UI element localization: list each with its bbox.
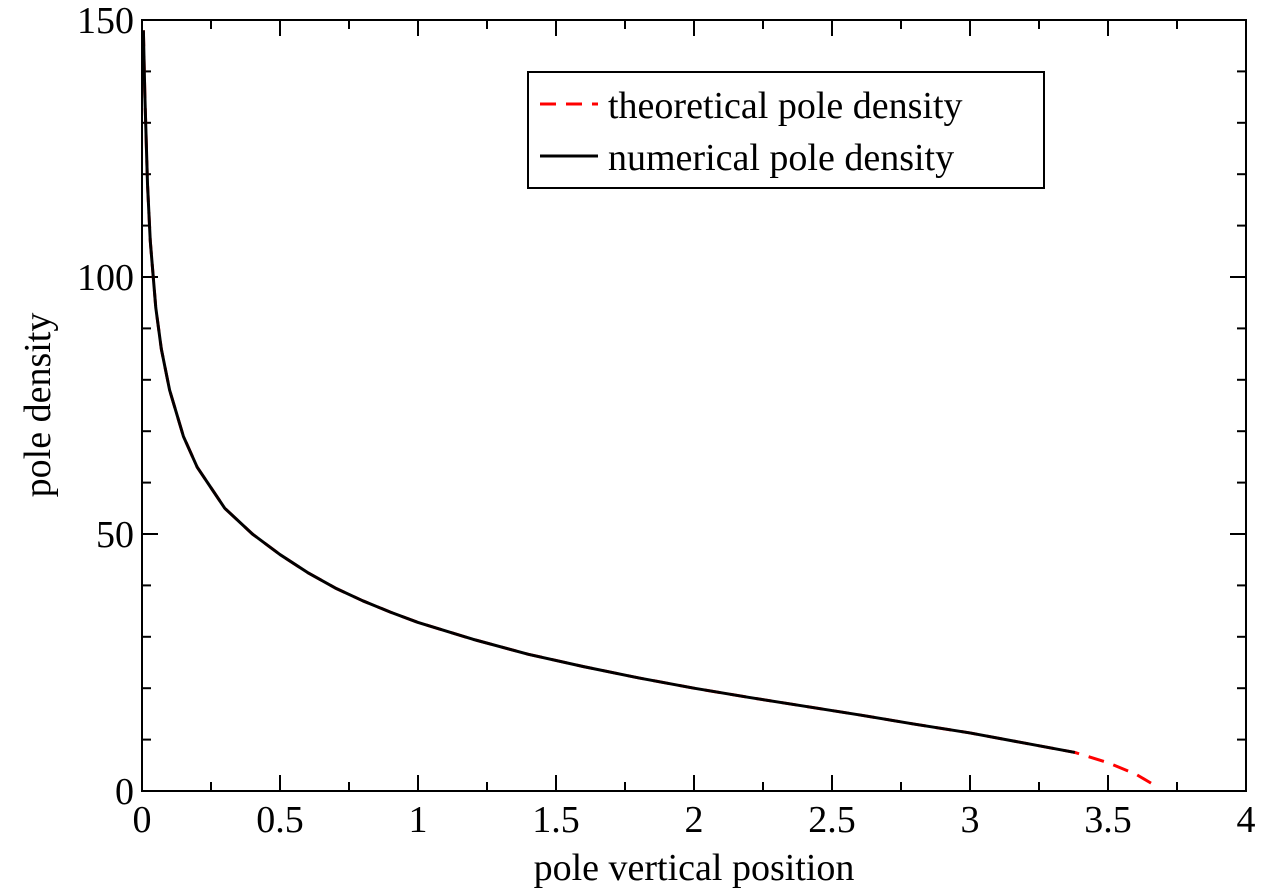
y-tick-label: 50 [96,514,134,556]
x-tick-label: 3.5 [1084,799,1132,841]
labels-layer: 0 0.5 1 1.5 2 2.5 3 3.5 4 0 50 100 150 [77,0,1256,841]
y-axis-label: pole density [17,313,59,498]
y-tick-label: 100 [77,257,134,299]
ticks-layer [141,19,1247,792]
x-tick-label: 1.5 [532,799,580,841]
legend-label-numerical: numerical pole density [608,137,954,179]
x-tick-label: 1 [409,799,428,841]
legend-label-theoretical: theoretical pole density [608,85,963,127]
x-axis-label: pole vertical position [534,847,855,889]
x-tick-label: 2.5 [808,799,856,841]
y-tick-label: 150 [77,0,134,42]
x-tick-label: 0.5 [256,799,304,841]
y-tick-label: 0 [115,771,134,813]
x-tick-label: 3 [961,799,980,841]
plot-frame [141,19,1247,792]
x-tick-label: 4 [1237,799,1256,841]
series-line-numerical [141,30,1076,754]
x-tick-label: 0 [133,799,152,841]
legend-box [527,71,1045,189]
legend: theoretical pole density numerical pole … [527,71,1045,189]
series-layer [141,30,1153,786]
x-tick-label: 2 [685,799,704,841]
